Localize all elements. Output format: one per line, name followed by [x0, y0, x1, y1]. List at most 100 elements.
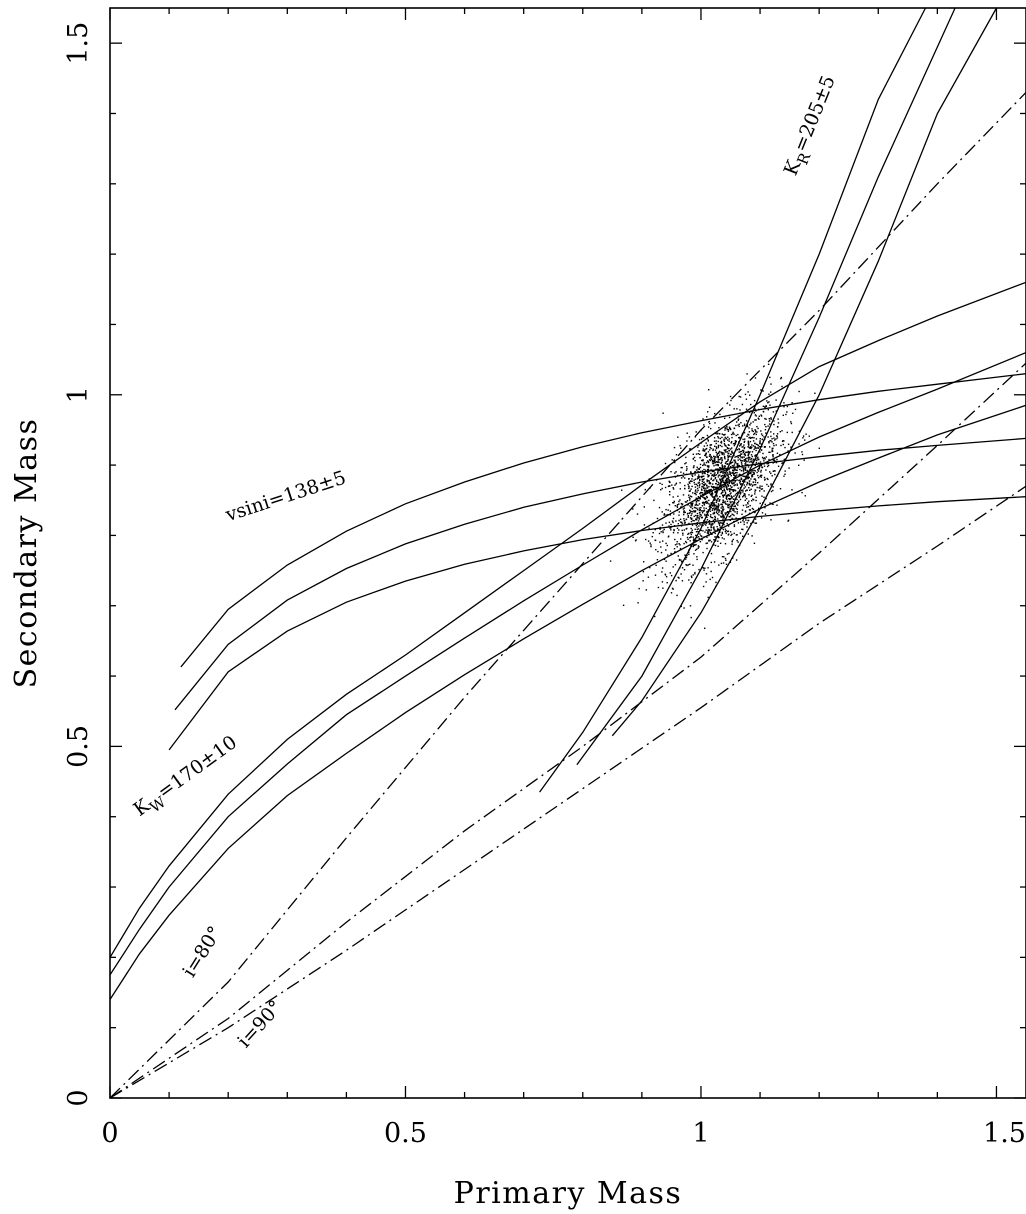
scatter-point: [685, 524, 688, 526]
scatter-point: [760, 443, 763, 445]
scatter-point: [705, 500, 707, 503]
scatter-point: [717, 444, 720, 447]
scatter-point: [732, 490, 735, 493]
scatter-point: [715, 447, 718, 450]
scatter-point: [723, 508, 725, 510]
scatter-point: [734, 468, 736, 470]
scatter-point: [767, 462, 769, 464]
scatter-point: [676, 509, 679, 512]
scatter-point: [757, 458, 760, 460]
scatter-point: [776, 426, 779, 428]
scatter-point: [702, 486, 704, 488]
scatter-point: [670, 592, 673, 594]
scatter-point: [720, 522, 722, 524]
scatter-point: [699, 483, 701, 485]
scatter-point: [765, 426, 767, 428]
scatter-point: [712, 486, 714, 488]
scatter-point: [618, 522, 620, 524]
scatter-point: [739, 437, 742, 440]
scatter-point: [712, 483, 714, 485]
scatter-point: [808, 435, 810, 437]
scatter-point: [746, 506, 748, 508]
scatter-point: [774, 473, 776, 476]
scatter-point: [682, 494, 685, 496]
scatter-point: [745, 460, 747, 462]
scatter-point: [670, 523, 672, 526]
scatter-point: [710, 488, 712, 491]
scatter-point: [719, 531, 721, 533]
scatter-point: [681, 567, 684, 569]
scatter-point: [735, 534, 738, 536]
scatter-point: [736, 483, 738, 485]
scatter-point: [717, 464, 719, 467]
scatter-point: [706, 486, 708, 489]
scatter-point: [694, 474, 696, 476]
scatter-point: [668, 504, 671, 506]
scatter-point: [746, 473, 749, 475]
scatter-point: [697, 547, 699, 549]
scatter-point: [744, 499, 746, 501]
scatter-point: [685, 564, 687, 566]
scatter-point: [701, 470, 704, 472]
scatter-point: [782, 443, 784, 446]
scatter-point: [680, 525, 683, 527]
scatter-point: [710, 514, 712, 516]
scatter-point: [748, 472, 751, 475]
scatter-point: [706, 547, 708, 550]
scatter-point: [759, 461, 762, 463]
scatter-point: [688, 487, 690, 490]
scatter-point: [744, 463, 746, 465]
scatter-point: [689, 532, 692, 534]
scatter-point: [745, 451, 747, 453]
scatter-point: [722, 469, 724, 471]
scatter-point: [761, 474, 763, 477]
scatter-point: [743, 487, 745, 489]
scatter-point: [701, 489, 703, 491]
scatter-point: [798, 443, 800, 445]
scatter-point: [729, 395, 732, 398]
scatter-point: [664, 486, 667, 489]
scatter-point: [700, 438, 703, 440]
scatter-point: [708, 490, 710, 492]
scatter-point: [704, 567, 706, 569]
scatter-point: [739, 479, 741, 481]
scatter-point: [706, 536, 708, 538]
scatter-point: [728, 455, 731, 457]
scatter-point: [720, 458, 722, 460]
scatter-point: [632, 508, 634, 510]
scatter-point: [655, 549, 657, 551]
scatter-point: [818, 447, 820, 449]
scatter-point: [712, 479, 714, 482]
scatter-point: [710, 447, 712, 450]
scatter-point: [774, 439, 776, 441]
scatter-point: [676, 527, 679, 529]
scatter-point: [701, 535, 703, 538]
scatter-point: [779, 404, 781, 406]
scatter-point: [749, 440, 752, 443]
scatter-point: [738, 451, 740, 453]
scatter-point: [718, 461, 720, 464]
scatter-point: [717, 483, 720, 486]
scatter-point: [697, 545, 700, 547]
scatter-point: [704, 487, 706, 489]
scatter-point: [649, 487, 651, 489]
scatter-point: [688, 496, 690, 498]
scatter-point: [700, 429, 702, 432]
scatter-point: [696, 485, 699, 487]
scatter-point: [770, 483, 772, 485]
scatter-point: [732, 443, 735, 445]
scatter-point: [720, 475, 722, 478]
scatter-point: [697, 520, 700, 522]
scatter-point: [707, 511, 709, 513]
scatter-point: [746, 457, 748, 459]
scatter-point: [718, 511, 720, 513]
scatter-point: [760, 488, 763, 490]
scatter-point: [713, 455, 715, 457]
scatter-point: [673, 502, 675, 504]
scatter-point: [730, 442, 732, 444]
scatter-point: [755, 483, 757, 486]
scatter-point: [734, 456, 736, 458]
scatter-point: [696, 498, 699, 500]
scatter-point: [750, 469, 752, 472]
scatter-point: [766, 463, 768, 465]
